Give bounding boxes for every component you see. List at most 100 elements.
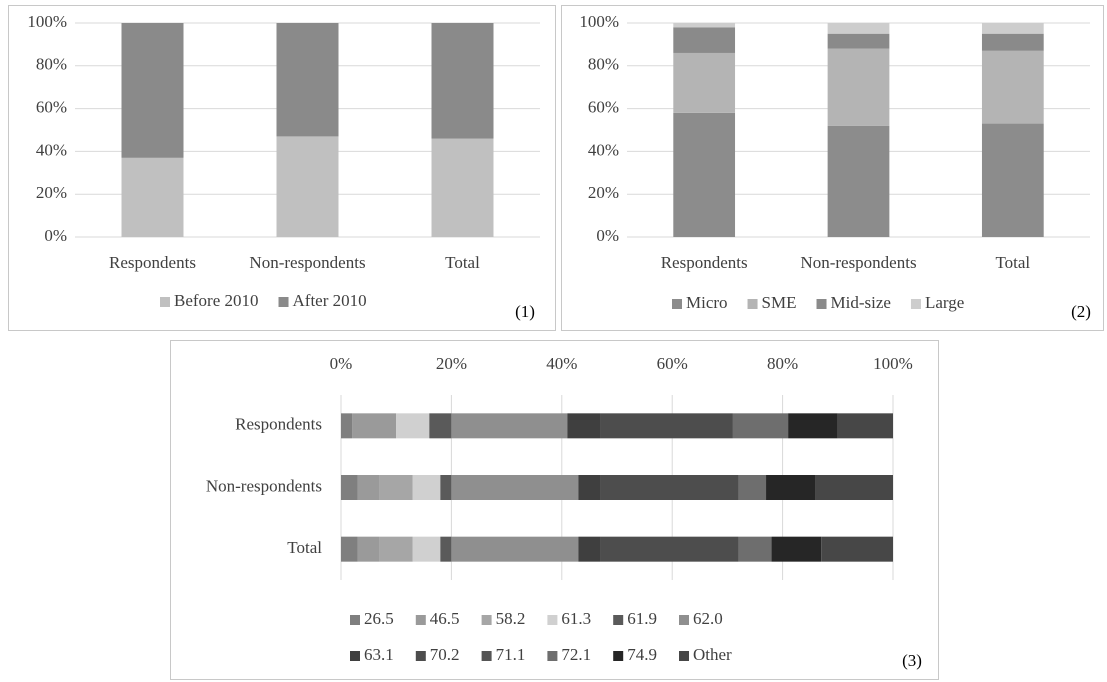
bar-segment xyxy=(121,157,184,237)
legend-swatch xyxy=(613,651,624,661)
bar-segment xyxy=(771,536,822,562)
y-tick-label: 80% xyxy=(36,55,67,74)
bar-segment xyxy=(815,475,893,500)
legend-label: Mid-size xyxy=(831,293,891,312)
legend-label: 70.2 xyxy=(430,645,460,664)
bar-segment xyxy=(827,33,890,49)
x-tick-label: Respondents xyxy=(109,253,196,272)
panel-frame xyxy=(170,340,939,680)
bar-segment xyxy=(352,413,397,439)
bar-segment xyxy=(431,138,494,237)
x-tick-label: 0% xyxy=(330,354,353,373)
legend-label: 63.1 xyxy=(364,645,394,664)
bar-segment xyxy=(673,27,736,53)
bar-segment xyxy=(121,23,184,158)
legend-label: Other xyxy=(693,645,732,664)
bar-segment xyxy=(766,475,816,500)
legend-swatch xyxy=(415,651,426,661)
bar-segment xyxy=(412,475,441,500)
bar-segment xyxy=(738,475,767,500)
bar-segment xyxy=(276,136,339,237)
panel-label: (3) xyxy=(902,651,922,670)
bar-segment xyxy=(431,23,494,139)
x-tick-label: Total xyxy=(995,253,1030,272)
legend-swatch xyxy=(481,651,492,661)
bar-segment xyxy=(440,475,452,500)
bar-segment xyxy=(827,48,890,126)
bar-segment xyxy=(827,125,890,237)
legend-label: 26.5 xyxy=(364,609,394,628)
bar-segment xyxy=(341,413,353,439)
bar-segment xyxy=(429,413,452,439)
y-tick-label: 20% xyxy=(588,183,619,202)
bar-segment xyxy=(396,413,430,439)
y-tick-label: 60% xyxy=(588,98,619,117)
bar-segment xyxy=(673,23,736,28)
panel-frame xyxy=(561,5,1104,331)
legend-swatch xyxy=(747,299,758,309)
legend-label: 46.5 xyxy=(430,609,460,628)
bar-segment xyxy=(567,413,601,439)
bar-segment xyxy=(827,23,890,34)
y-tick-label: Non-respondents xyxy=(206,476,322,495)
y-tick-label: Respondents xyxy=(235,415,322,434)
x-tick-label: Respondents xyxy=(661,253,748,272)
x-tick-label: 100% xyxy=(873,354,913,373)
legend-label: 62.0 xyxy=(693,609,723,628)
legend-label: 72.1 xyxy=(561,645,591,664)
x-tick-label: Non-respondents xyxy=(249,253,365,272)
legend-swatch xyxy=(547,615,558,625)
bar-segment xyxy=(821,536,893,562)
panel-label: (2) xyxy=(1071,302,1091,321)
legend-swatch xyxy=(160,297,170,307)
y-tick-label: 0% xyxy=(44,226,67,245)
legend-label: 74.9 xyxy=(627,645,657,664)
bar-segment xyxy=(379,475,413,500)
y-tick-label: 40% xyxy=(36,140,67,159)
y-tick-label: 80% xyxy=(588,55,619,74)
legend-label: 61.9 xyxy=(627,609,657,628)
bar-segment xyxy=(357,536,380,562)
legend-label: SME xyxy=(762,293,797,312)
x-tick-label: 80% xyxy=(767,354,798,373)
legend-swatch xyxy=(278,297,289,307)
legend-swatch xyxy=(547,651,558,661)
bar-segment xyxy=(981,33,1044,51)
bar-segment xyxy=(788,413,838,439)
bar-segment xyxy=(451,413,568,439)
bar-segment xyxy=(600,413,733,439)
panel-frame xyxy=(8,5,556,331)
legend-label: Large xyxy=(925,293,964,312)
bar-segment xyxy=(451,536,579,562)
bar-segment xyxy=(341,475,358,500)
x-tick-label: Non-respondents xyxy=(800,253,916,272)
legend-swatch xyxy=(679,651,689,661)
bar-segment xyxy=(673,112,736,237)
legend-swatch xyxy=(350,651,360,661)
bar-segment xyxy=(341,536,358,562)
bar-segment xyxy=(379,536,413,562)
bar-segment xyxy=(276,23,339,137)
legend-label: 58.2 xyxy=(496,609,526,628)
bar-segment xyxy=(738,536,772,562)
bar-segment xyxy=(440,536,452,562)
legend-swatch xyxy=(910,299,921,309)
bar-segment xyxy=(732,413,789,439)
x-tick-label: 40% xyxy=(546,354,577,373)
y-tick-label: 0% xyxy=(596,226,619,245)
legend-label: After 2010 xyxy=(293,291,367,310)
bar-segment xyxy=(600,475,739,500)
bar-segment xyxy=(578,475,601,500)
bar-segment xyxy=(981,123,1044,237)
legend-swatch xyxy=(679,615,689,625)
y-tick-label: Total xyxy=(287,538,322,557)
legend-swatch xyxy=(481,615,492,625)
legend-label: 71.1 xyxy=(496,645,526,664)
x-tick-label: 20% xyxy=(436,354,467,373)
y-tick-label: 40% xyxy=(588,140,619,159)
legend-swatch xyxy=(415,615,426,625)
bar-segment xyxy=(981,23,1044,34)
bar-segment xyxy=(837,413,893,439)
bar-segment xyxy=(412,536,441,562)
